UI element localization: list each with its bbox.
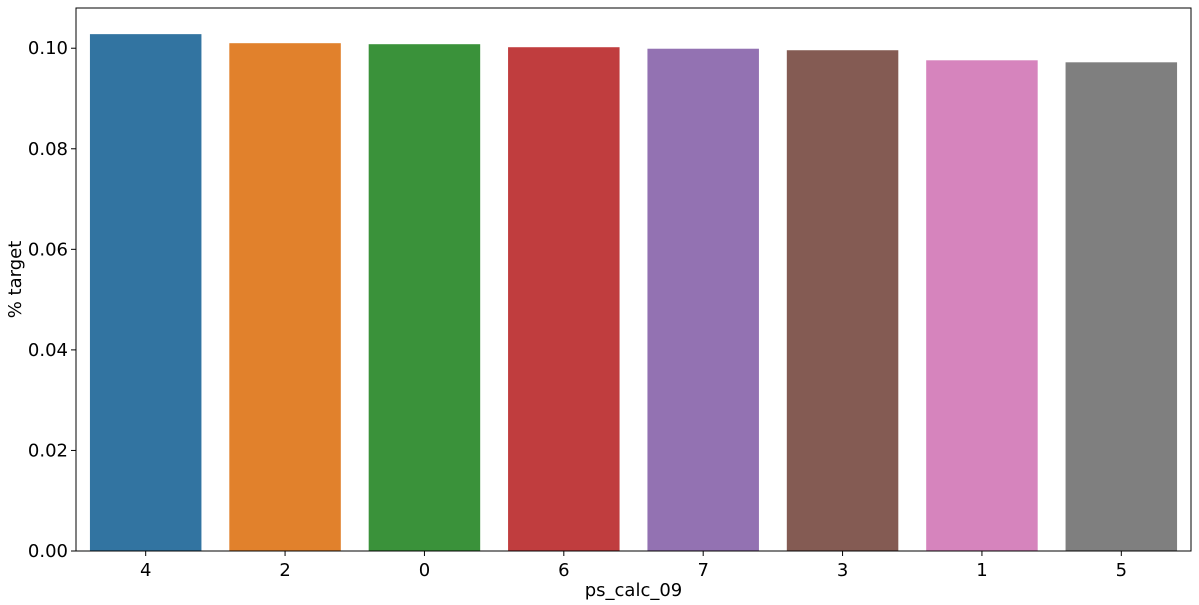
x-tick-label: 0 [419,560,430,581]
bar-5 [1065,62,1178,552]
y-axis: 0.00 0.02 0.04 0.06 0.08 0.10 [28,38,76,562]
bar-0 [368,44,481,551]
y-tick-label: 0.04 [28,340,68,361]
bar-3 [786,50,899,551]
y-tick-label: 0.10 [28,38,68,59]
x-axis-label: ps_calc_09 [585,580,683,601]
bar-7 [647,48,759,551]
x-tick-label: 1 [976,560,987,581]
x-tick-label: 4 [140,560,151,581]
x-tick-label: 7 [697,560,708,581]
x-tick-label: 5 [1116,560,1127,581]
y-tick-label: 0.08 [28,139,68,160]
x-tick-label: 6 [558,560,569,581]
y-axis-label: % target [5,241,26,319]
bars-group [89,34,1178,552]
x-tick-label: 2 [279,560,290,581]
x-axis: 4 2 0 6 7 3 1 5 [140,551,1127,581]
x-tick-label: 3 [837,560,848,581]
plot-frame [75,7,1192,552]
y-tick-label: 0.02 [28,440,68,461]
bar-6 [508,47,620,551]
bar-1 [926,60,1038,552]
bar-2 [229,43,341,551]
y-tick-label: 0.06 [28,239,68,260]
bar-4 [89,34,202,551]
y-tick-label: 0.00 [28,541,68,562]
